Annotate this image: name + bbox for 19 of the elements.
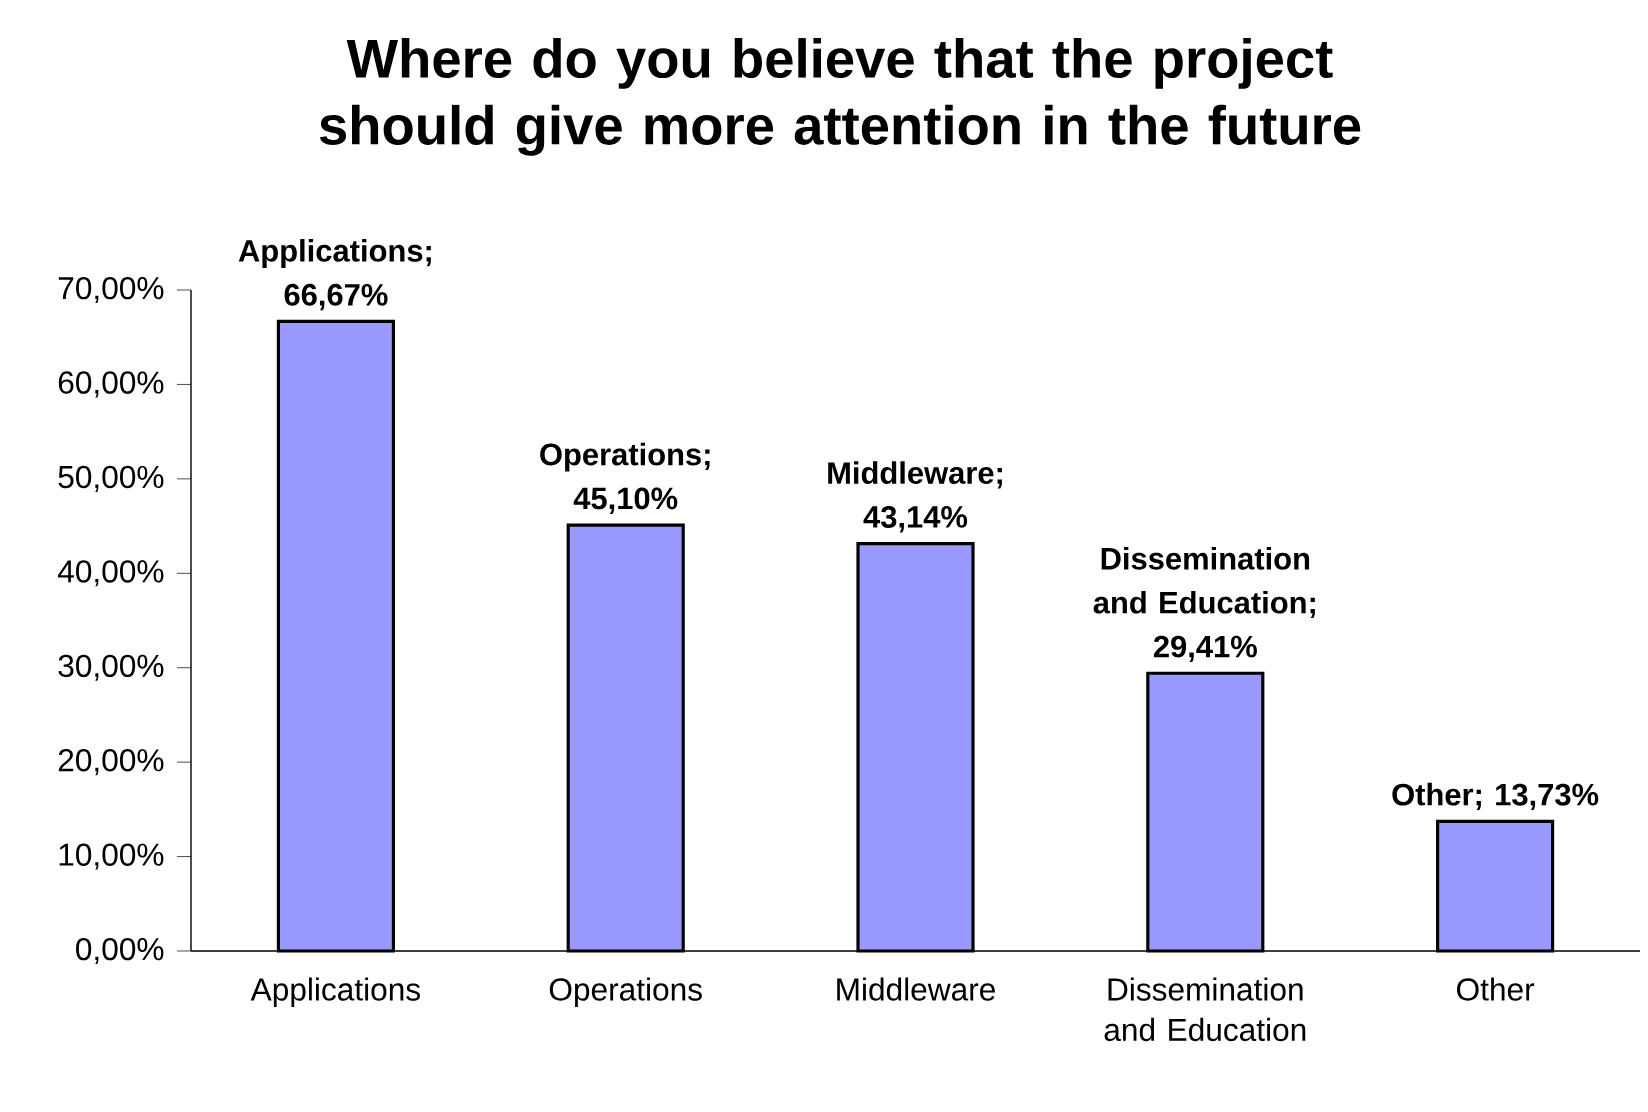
y-tick-label: 10,00% (59, 843, 164, 870)
x-tick-label: Other (1457, 977, 1535, 1001)
data-label: Operations; 45,10% (540, 442, 710, 514)
data-label: Middleware; 43,14% (828, 461, 1002, 533)
chart-title: Where do you believe that the project should give more attention in the future (319, 38, 1361, 156)
y-tick-label: 0,00% (76, 937, 164, 965)
data-label: Applications; 66,67% (238, 239, 431, 311)
data-label: Other; 13,73% (1392, 782, 1599, 811)
x-tick-label: Applications (250, 977, 420, 1007)
y-tick-label: 50,00% (58, 465, 164, 492)
x-tick-label: Dissemination and Education (1104, 977, 1306, 1042)
y-tick-label: 40,00% (57, 560, 164, 587)
y-tick-label: 20,00% (58, 749, 164, 776)
y-tick-label: 70,00% (58, 276, 164, 304)
x-tick-label: Operations (549, 977, 702, 1007)
y-tick-label: 60,00% (58, 371, 164, 398)
data-label: Dissemination and Education; 29,41% (1093, 546, 1315, 663)
y-tick-label: 30,00% (58, 654, 164, 681)
x-tick-label: Middleware (837, 977, 995, 1001)
